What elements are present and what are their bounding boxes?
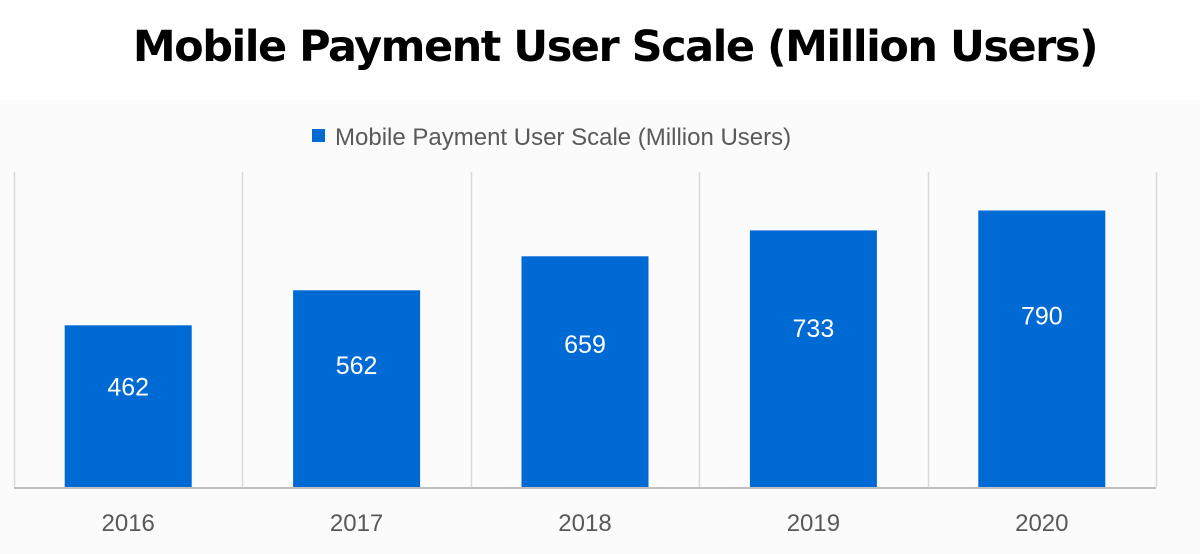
data-label-2018: 659 [564,331,606,359]
x-tick-label-2019: 2019 [787,510,840,537]
bars [64,210,1106,487]
bar-2019 [749,230,877,487]
x-tick-label-2016: 2016 [102,510,155,537]
bar-2020 [978,210,1106,487]
legend-swatch [312,129,325,142]
bar-2018 [521,256,649,487]
data-label-2020: 790 [1021,303,1063,331]
gridlines [13,172,1158,487]
data-label-2016: 462 [107,374,149,402]
legend: Mobile Payment User Scale (Million Users… [312,124,791,151]
bar-2017 [293,290,421,487]
x-tick-label-2020: 2020 [1015,510,1068,537]
page-title: Mobile Payment User Scale (Million Users… [132,22,1099,72]
chart-panel: Mobile Payment User Scale (Million Users… [0,100,1200,554]
legend-label: Mobile Payment User Scale (Million Users… [335,124,791,151]
data-label-2017: 562 [336,352,378,380]
data-labels: 462 562 659 733 790 [107,303,1062,402]
data-label-2019: 733 [793,315,835,343]
bar-chart: Mobile Payment User Scale (Million Users… [13,124,1158,537]
x-tick-label-2017: 2017 [330,510,383,537]
x-tick-label-2018: 2018 [558,510,611,537]
x-axis-tick-labels: 2016 2017 2018 2019 2020 [102,510,1069,537]
bar-2016 [64,325,192,487]
